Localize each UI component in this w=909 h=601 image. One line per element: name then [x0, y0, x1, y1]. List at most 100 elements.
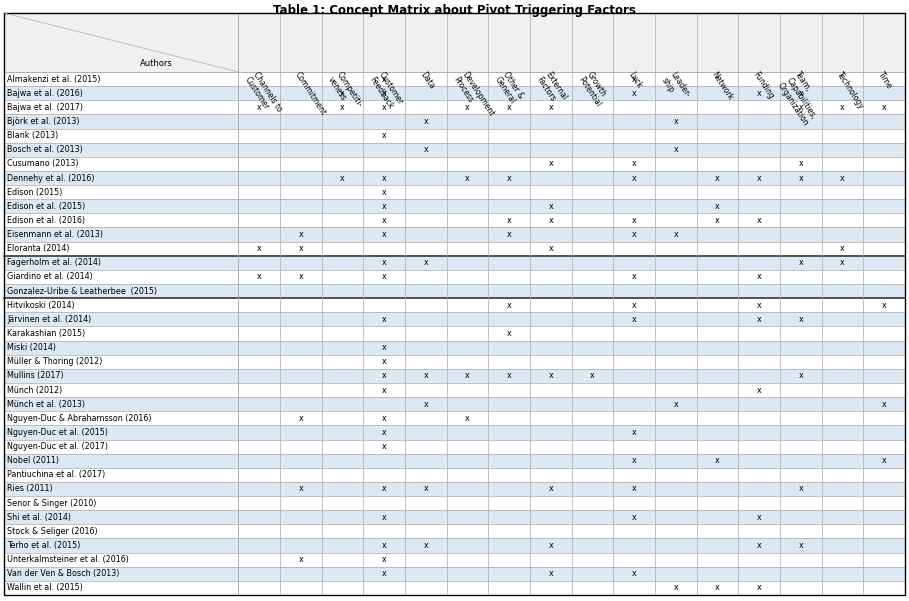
Text: x: x: [757, 385, 762, 394]
Text: x: x: [382, 513, 386, 522]
Bar: [4, 426, 905, 439]
Text: x: x: [382, 315, 386, 324]
Text: x: x: [424, 541, 428, 550]
Bar: [4, 171, 905, 185]
Bar: [4, 142, 905, 157]
Text: x: x: [798, 371, 804, 380]
Text: x: x: [757, 216, 762, 225]
Bar: [4, 482, 905, 496]
Text: x: x: [632, 89, 636, 98]
Text: x: x: [382, 89, 386, 98]
Text: x: x: [340, 89, 345, 98]
Text: Funding: Funding: [752, 70, 775, 100]
Text: Miski (2014): Miski (2014): [7, 343, 56, 352]
Bar: [4, 13, 905, 72]
Text: x: x: [632, 428, 636, 437]
Text: x: x: [340, 174, 345, 183]
Text: x: x: [465, 371, 470, 380]
Bar: [4, 468, 905, 482]
Text: x: x: [632, 159, 636, 168]
Text: x: x: [298, 414, 303, 423]
Text: x: x: [840, 103, 844, 112]
Text: x: x: [465, 103, 470, 112]
Bar: [4, 284, 905, 298]
Text: Gonzalez-Uribe & Leatherbee  (2015): Gonzalez-Uribe & Leatherbee (2015): [7, 287, 157, 296]
Text: x: x: [382, 216, 386, 225]
Text: x: x: [715, 174, 720, 183]
Text: x: x: [548, 484, 554, 493]
Text: x: x: [382, 541, 386, 550]
Text: x: x: [465, 414, 470, 423]
Bar: [4, 256, 905, 270]
Text: x: x: [674, 145, 678, 154]
Text: x: x: [382, 442, 386, 451]
Bar: [4, 524, 905, 538]
Text: Bosch et al. (2013): Bosch et al. (2013): [7, 145, 83, 154]
Text: Bajwa et al. (2016): Bajwa et al. (2016): [7, 89, 83, 98]
Text: x: x: [382, 414, 386, 423]
Text: x: x: [298, 272, 303, 281]
Text: x: x: [798, 159, 804, 168]
Text: x: x: [382, 343, 386, 352]
Text: x: x: [757, 300, 762, 310]
Text: x: x: [424, 484, 428, 493]
Text: x: x: [382, 371, 386, 380]
Text: x: x: [298, 230, 303, 239]
Text: x: x: [424, 400, 428, 409]
Text: x: x: [548, 569, 554, 578]
Text: x: x: [382, 131, 386, 140]
Text: x: x: [632, 456, 636, 465]
Text: Stock & Seliger (2016): Stock & Seliger (2016): [7, 527, 97, 536]
Text: Network: Network: [710, 70, 735, 102]
Text: x: x: [757, 584, 762, 593]
Text: x: x: [256, 272, 262, 281]
Bar: [4, 326, 905, 341]
Text: x: x: [715, 216, 720, 225]
Text: Table 1: Concept Matrix about Pivot Triggering Factors: Table 1: Concept Matrix about Pivot Trig…: [273, 4, 635, 17]
Text: x: x: [382, 174, 386, 183]
Bar: [4, 369, 905, 383]
Text: x: x: [382, 188, 386, 197]
Text: x: x: [382, 75, 386, 84]
Text: Karakashian (2015): Karakashian (2015): [7, 329, 85, 338]
Text: x: x: [382, 569, 386, 578]
Text: x: x: [548, 159, 554, 168]
Text: Giardino et al. (2014): Giardino et al. (2014): [7, 272, 93, 281]
Text: Fagerholm et al. (2014): Fagerholm et al. (2014): [7, 258, 101, 267]
Text: x: x: [256, 244, 262, 253]
Text: x: x: [548, 371, 554, 380]
Bar: [4, 185, 905, 199]
Text: Münch et al. (2013): Münch et al. (2013): [7, 400, 85, 409]
Text: x: x: [632, 569, 636, 578]
Text: x: x: [798, 484, 804, 493]
Text: x: x: [298, 555, 303, 564]
Text: Data: Data: [418, 70, 435, 90]
Text: x: x: [757, 272, 762, 281]
Text: Mullins (2017): Mullins (2017): [7, 371, 64, 380]
Bar: [4, 228, 905, 242]
Text: x: x: [548, 541, 554, 550]
Bar: [4, 552, 905, 567]
Text: x: x: [840, 258, 844, 267]
Text: x: x: [882, 456, 886, 465]
Text: External
Factors: External Factors: [534, 70, 568, 108]
Text: x: x: [840, 174, 844, 183]
Text: x: x: [757, 513, 762, 522]
Text: x: x: [798, 315, 804, 324]
Text: Senor & Singer (2010): Senor & Singer (2010): [7, 499, 96, 508]
Bar: [4, 538, 905, 552]
Text: x: x: [424, 371, 428, 380]
Text: x: x: [382, 103, 386, 112]
Text: x: x: [757, 174, 762, 183]
Text: x: x: [590, 371, 594, 380]
Text: x: x: [674, 584, 678, 593]
Text: Dennehy et al. (2016): Dennehy et al. (2016): [7, 174, 95, 183]
Bar: [4, 510, 905, 524]
Text: x: x: [382, 258, 386, 267]
Text: x: x: [632, 230, 636, 239]
Text: Järvinen et al. (2014): Järvinen et al. (2014): [7, 315, 91, 324]
Text: Nguyen-Duc et al. (2015): Nguyen-Duc et al. (2015): [7, 428, 108, 437]
Text: Growth
Potential: Growth Potential: [576, 70, 611, 109]
Bar: [4, 129, 905, 142]
Bar: [4, 397, 905, 411]
